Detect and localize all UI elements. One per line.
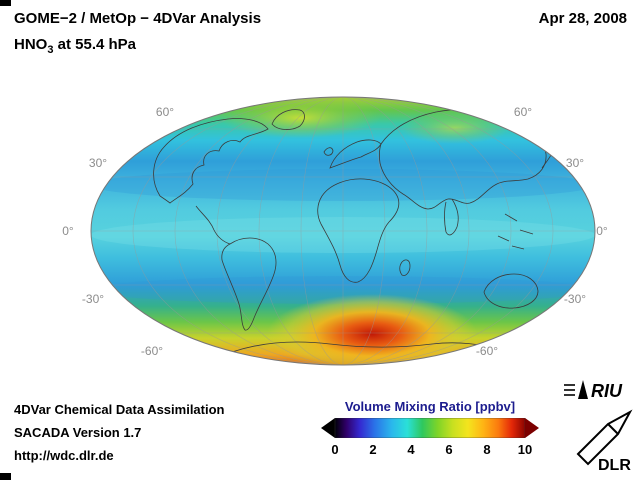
date-label: Apr 28, 2008: [538, 10, 627, 27]
map-outline: [90, 96, 596, 366]
footer-line-url: http://wdc.dlr.de: [14, 448, 114, 463]
species-prefix: HNO: [14, 36, 48, 53]
coastline-central-america: [195, 205, 231, 245]
colorbar: [321, 418, 539, 438]
species-subscript: 3: [47, 44, 54, 56]
colorbar-tick-6: 6: [445, 442, 453, 457]
antarctic-maximum: [267, 294, 477, 365]
corner-mark-bottom: [0, 473, 11, 480]
coastline-new-zealand: [561, 305, 573, 327]
lat-label-left-m30: -30°: [81, 292, 105, 306]
colorbar-title: Volume Mixing Ratio [ppbv]: [344, 399, 516, 414]
footer-line-assimilation: 4DVar Chemical Data Assimilation: [14, 402, 225, 417]
species-level-label: HNO3 at 55.4 hPa: [14, 36, 136, 56]
lat-label-left-m60: -60°: [140, 344, 164, 358]
colorbar-left-arrow: [321, 418, 335, 438]
coastline-australia: [483, 273, 539, 309]
dlr-logo-text: DLR: [598, 457, 631, 472]
lat-label-right-m30: -30°: [563, 292, 587, 306]
coastline-greenland: [271, 109, 305, 130]
data-field: [91, 97, 595, 365]
dlr-wing-icon: [576, 409, 633, 466]
coastline-indonesia: [497, 213, 534, 250]
colorbar-right-arrow: [525, 418, 539, 438]
colorbar-tick-4: 4: [407, 442, 415, 457]
colorbar-tick-2: 2: [369, 442, 377, 457]
colorbar-tick-10: 10: [517, 442, 533, 457]
lat-label-left-0: 0°: [62, 224, 74, 238]
corner-mark-top: [0, 0, 11, 6]
colorbar-tick-0: 0: [331, 442, 339, 457]
footer-line-version: SACADA Version 1.7: [14, 425, 142, 440]
riu-logo-text: RIU: [591, 381, 623, 401]
coastline-britain: [323, 147, 334, 156]
lat-label-left-30: 30°: [88, 156, 108, 170]
riu-antenna-icon: [564, 384, 575, 396]
level-suffix: at 55.4 hPa: [53, 36, 137, 53]
dlr-wing-inner-line: [607, 423, 619, 435]
dlr-logo: DLR: [576, 409, 633, 472]
coastline-india: [444, 198, 459, 236]
lat-label-right-m60: -60°: [475, 344, 499, 358]
coastline-africa: [317, 178, 400, 283]
coastline-antarctica: [231, 341, 501, 353]
colorbar-gradient: [334, 418, 526, 438]
colorbar-tick-8: 8: [483, 442, 491, 457]
riu-logo: RIU: [564, 380, 623, 401]
lat-label-right-30: 30°: [565, 156, 585, 170]
lat-label-right-60: 60°: [513, 105, 533, 119]
coastline-south-america: [221, 237, 277, 331]
lat-label-left-60: 60°: [155, 105, 175, 119]
coastline-north-america: [153, 118, 269, 204]
riu-tower-icon: [578, 380, 588, 399]
lat-label-right-0: 0°: [596, 224, 608, 238]
coastline-madagascar: [399, 259, 411, 276]
page-title: GOME−2 / MetOp − 4DVar Analysis: [14, 10, 262, 27]
